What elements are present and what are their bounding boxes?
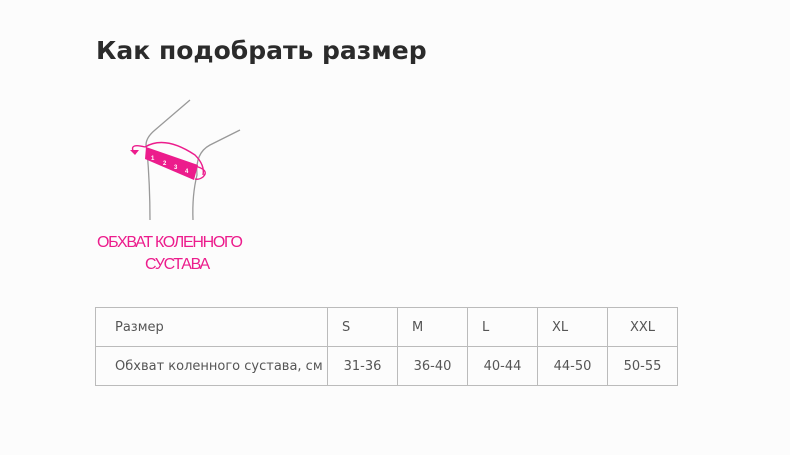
size-cell: XL	[537, 307, 608, 347]
page-title: Как подобрать размер	[96, 36, 427, 65]
size-cell: XXL	[607, 307, 678, 347]
tape-number: 2	[163, 161, 167, 167]
table-row: Обхват коленного сустава, см 31-36 36-40…	[95, 346, 678, 386]
size-table: Размер S M L XL XXL Обхват коленного сус…	[95, 307, 678, 386]
tape-number: 1	[151, 156, 155, 162]
value-cell: 50-55	[607, 346, 678, 386]
header-label: Размер	[95, 307, 328, 347]
knee-measurement-illustration: 1 2 3 4	[130, 99, 241, 221]
size-cell: M	[397, 307, 468, 347]
tape-number: 4	[185, 169, 189, 175]
value-cell: 44-50	[537, 346, 608, 386]
illustration-caption-line2: СУСТАВА	[145, 256, 210, 273]
value-cell: 31-36	[327, 346, 398, 386]
table-row: Размер S M L XL XXL	[95, 307, 678, 347]
value-cell: 36-40	[397, 346, 468, 386]
tape-number: 3	[174, 165, 178, 171]
size-cell: S	[327, 307, 398, 347]
illustration-caption-line1: ОБХВАТ КОЛЕННОГО	[97, 234, 243, 251]
value-cell: 40-44	[467, 346, 538, 386]
size-cell: L	[467, 307, 538, 347]
row-label: Обхват коленного сустава, см	[95, 346, 328, 386]
